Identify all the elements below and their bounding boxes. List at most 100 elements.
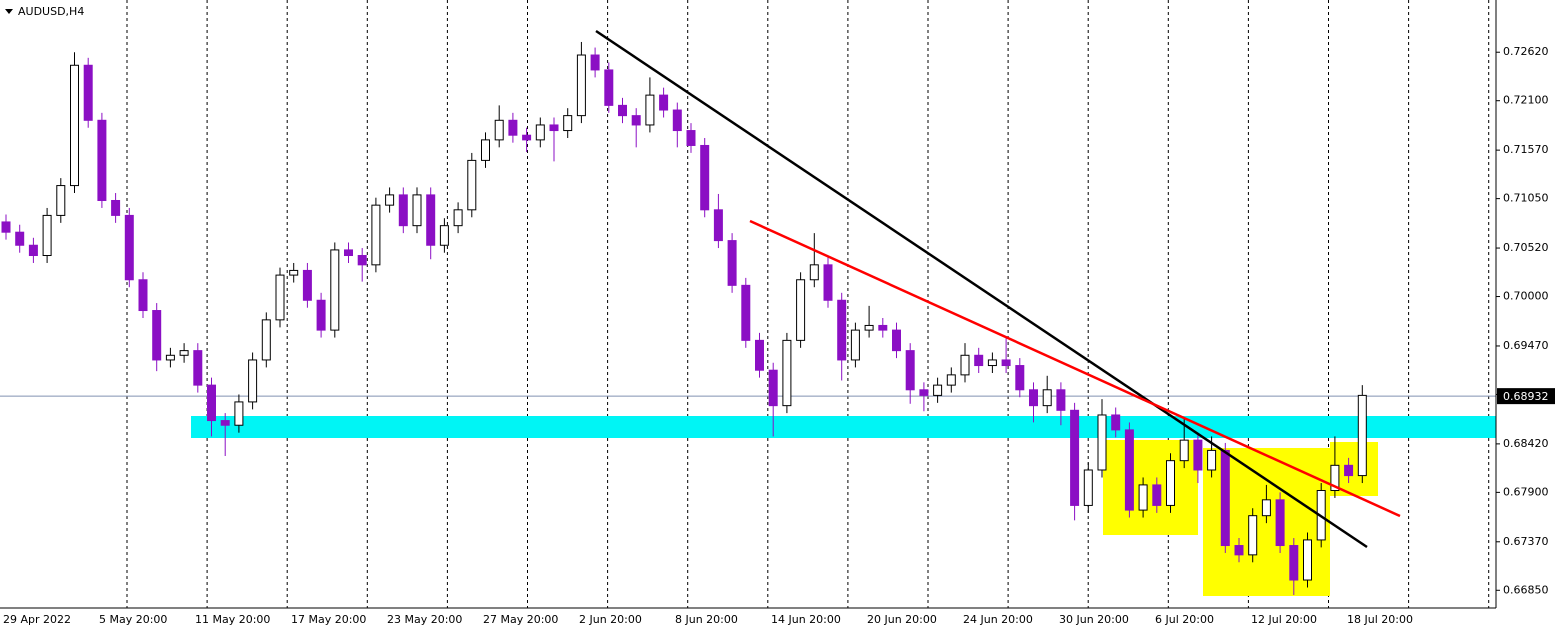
chart-title: AUDUSD,H4 [18,5,84,18]
y-tick-label: 0.71570 [1503,143,1549,156]
x-tick-label: 20 Jun 20:00 [867,613,937,626]
candle-body [618,104,627,117]
candle-body [56,185,66,216]
candle-body [987,359,997,367]
candle-body [919,389,929,396]
candle-body [700,144,710,211]
candles [1,41,1367,595]
x-tick-label: 14 Jun 20:00 [771,613,841,626]
candle-body [713,209,723,242]
candle-body [138,279,148,312]
candle-body [1152,484,1162,506]
candle-body [768,369,778,407]
candle-body [1220,449,1230,547]
candle-body [1357,394,1367,477]
candle-body [426,194,436,246]
candle-body [604,69,614,106]
candle-body [809,264,819,281]
y-tick-label: 0.69470 [1503,339,1549,352]
candle-body [193,350,203,386]
candle-body [1248,515,1258,556]
x-tick-label: 18 Jul 20:00 [1347,613,1413,626]
candle-body [1056,389,1066,411]
x-tick-label: 17 May 20:00 [291,613,366,626]
candle-body [371,204,381,266]
candle-body [398,194,408,227]
candle-body [892,329,901,352]
candle-body [124,214,134,281]
x-tick-label: 2 Jun 20:00 [579,613,642,626]
x-tick-label: 23 May 20:00 [387,613,462,626]
candle-body [1083,469,1093,506]
candle-body [1070,409,1080,506]
candle-body [590,54,600,71]
candle-body [672,109,682,132]
candle-body [412,194,422,227]
candle-body [70,64,79,187]
x-tick-label: 8 Jun 20:00 [675,613,738,626]
x-tick-label: 5 May 20:00 [99,613,167,626]
candle-body [111,199,121,216]
candle-body [494,119,504,141]
current-price-box [1497,388,1555,405]
x-tick-label: 30 Jun 20:00 [1059,613,1129,626]
candle-body [165,354,175,361]
candle-body [1166,460,1175,506]
candle-body [864,324,874,331]
x-tick-label: 11 May 20:00 [195,613,270,626]
candle-body [1344,464,1354,477]
candle-body [755,339,764,371]
candle-body [659,94,669,111]
candle-body [796,279,806,341]
y-tick-label: 0.67370 [1503,535,1549,548]
candle-body [1138,484,1148,511]
candle-body [1179,439,1189,462]
trendline [749,219,1401,518]
vertical-grid [126,0,1490,608]
support-zone [191,416,1496,438]
candle-body [1029,389,1038,407]
candle-body [933,384,943,396]
candle-body [878,324,888,331]
candle-body [97,119,107,201]
y-tick-label: 0.68420 [1503,437,1549,450]
candle-body [453,209,463,227]
candle-body [782,339,792,407]
candle-body [1330,464,1340,492]
menu-arrow[interactable] [5,9,13,14]
candle-body [275,274,285,321]
candle-body [28,244,38,257]
y-tick-label: 0.72620 [1503,45,1549,58]
candle-body [234,401,244,426]
x-tick-label: 12 Jul 20:00 [1251,613,1317,626]
candle-body [467,159,477,211]
x-tick-label: 27 May 20:00 [483,613,558,626]
candle-body [15,231,25,246]
candle-body [439,225,449,246]
candle-body [686,130,696,146]
y-tick-label: 0.67900 [1503,485,1549,498]
candle-body [837,299,847,361]
y-tick-label: 0.66850 [1503,583,1549,596]
candle-body [248,359,258,403]
candle-body [535,124,545,141]
candle-body [316,299,326,331]
y-tick-label: 0.71050 [1503,192,1549,205]
candle-body [83,64,93,121]
candle-body [823,264,833,301]
x-tick-label: 29 Apr 2022 [3,613,71,626]
candle-body [302,269,312,301]
candle-body [289,269,299,276]
x-tick-label: 6 Jul 20:00 [1155,613,1214,626]
candle-body [481,139,490,161]
y-tick-label: 0.70000 [1503,290,1549,303]
candle-body [850,329,860,361]
y-tick-label: 0.72100 [1503,94,1549,107]
candle-body [974,354,984,367]
candle-body [357,255,367,266]
candle-body [905,350,915,391]
candle-body [152,310,162,361]
candle-body [330,249,340,331]
current-price-label: 0.68932 [1503,390,1549,403]
